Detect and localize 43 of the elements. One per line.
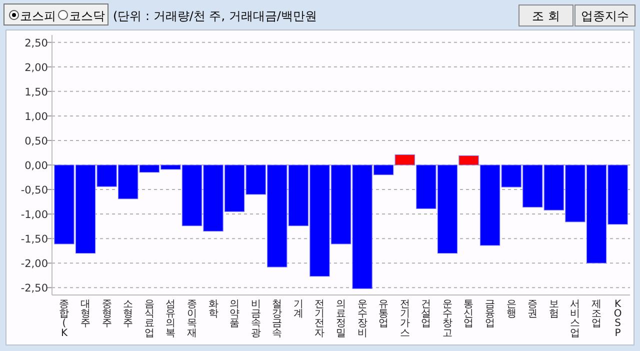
x-tick-label: 의료정밀 [336, 299, 346, 339]
y-tick-label: -1,00 [20, 209, 48, 222]
x-tick-label: 음식료업 [144, 299, 154, 339]
x-tick-label: 대형주 [80, 299, 91, 330]
y-tick-label: -2,50 [20, 282, 48, 295]
y-tick-label: -0,50 [20, 184, 48, 197]
y-tick-label: -1,50 [20, 234, 48, 246]
x-tick-label: 통신업 [464, 299, 474, 330]
x-tick-label: 금융업 [485, 299, 496, 330]
x-tick-label: 화학 [208, 299, 218, 320]
x-tick-label: 철강금속 [272, 299, 282, 339]
x-tick-label: 소형주 [123, 299, 134, 330]
x-tick-label: 건설업 [421, 299, 432, 330]
x-tick-label: 서비스업 [570, 299, 580, 339]
x-tick-label: 증권 [528, 299, 538, 320]
y-tick-label: 0,50 [24, 135, 48, 148]
y-tick-label: 0,00 [24, 160, 48, 172]
x-tick-label: 보험 [548, 299, 559, 320]
x-tick-label: 전기전자 [314, 299, 325, 339]
x-tick-label: 섬유의복 [166, 299, 176, 339]
x-tick-label: 운수장비 [357, 299, 368, 339]
x-tick-label: 종합(K [59, 299, 70, 339]
y-tick-label: 1,50 [24, 86, 48, 98]
x-tick-label: 중형주 [102, 299, 112, 330]
text: 업종지수 [581, 9, 629, 23]
y-tick-label: 2,00 [24, 62, 48, 74]
text: 코스피 [20, 9, 56, 23]
x-tick-label: 기계 [293, 299, 304, 320]
x-tick-label: 제조업 [591, 299, 602, 330]
text: (단위 : 거래량/천 주, 거래대금/백만원 [113, 9, 317, 23]
x-tick-label: 의약품 [230, 299, 240, 330]
text: 조 회 [532, 9, 560, 23]
x-tick-label: KOSP [614, 299, 622, 339]
y-tick-label: -2,00 [20, 258, 48, 270]
y-tick-label: 2,50 [24, 37, 48, 50]
x-tick-label: 종이목재 [186, 299, 197, 339]
text: 코스닥 [69, 9, 105, 23]
y-tick-label: 1,00 [24, 110, 48, 123]
x-tick-label: 비금속광 [250, 299, 261, 339]
x-tick-label: 운수창고 [442, 299, 452, 339]
x-tick-label: 유통업 [378, 299, 389, 330]
x-tick-label: 은행 [506, 299, 516, 320]
x-tick-label: 전기가스 [400, 299, 410, 339]
